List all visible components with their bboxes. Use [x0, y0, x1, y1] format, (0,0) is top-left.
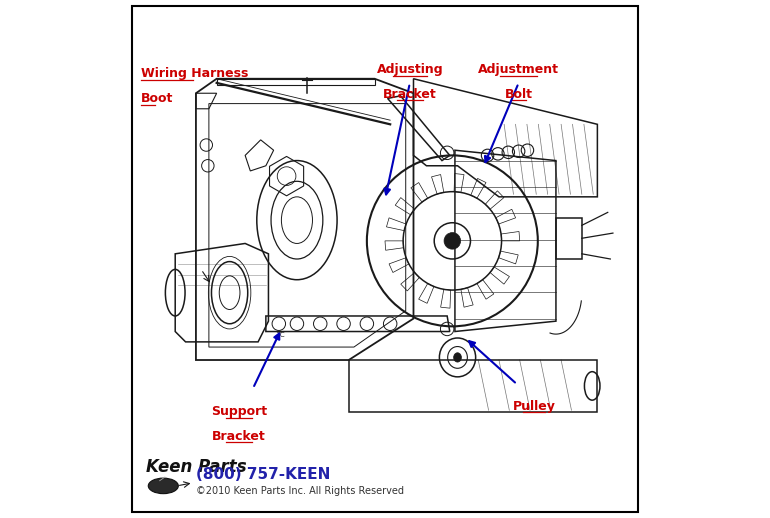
Text: Keen Parts: Keen Parts [146, 458, 246, 477]
Text: Adjustment: Adjustment [478, 63, 559, 76]
Text: Support: Support [211, 405, 267, 418]
Text: Bracket: Bracket [383, 88, 437, 101]
Text: Wiring Harness: Wiring Harness [140, 67, 248, 80]
Text: Pulley: Pulley [513, 400, 556, 413]
Text: Bracket: Bracket [212, 430, 266, 443]
Text: TC: TC [276, 332, 285, 338]
Ellipse shape [149, 478, 179, 494]
Text: Boot: Boot [140, 92, 173, 105]
Text: Adjusting: Adjusting [377, 63, 444, 76]
Text: ©2010 Keen Parts Inc. All Rights Reserved: ©2010 Keen Parts Inc. All Rights Reserve… [196, 486, 404, 496]
Circle shape [444, 233, 460, 249]
Text: Bolt: Bolt [504, 88, 533, 101]
Ellipse shape [454, 353, 461, 362]
Text: (800) 757-KEEN: (800) 757-KEEN [196, 467, 330, 482]
